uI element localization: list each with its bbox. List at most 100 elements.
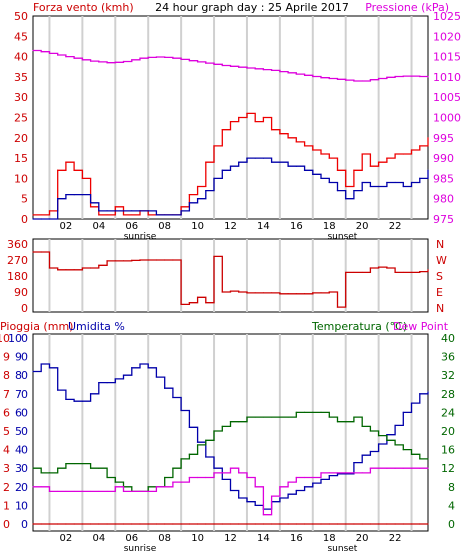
wind-pressure-plot-frame [32, 15, 429, 220]
temperature-point [279, 416, 281, 418]
wind-speed-point [188, 194, 190, 196]
wind-speed-point [238, 116, 240, 119]
pressure-point [303, 74, 306, 76]
graph-title: 24 hour graph day : 25 Aprile 2017 [155, 1, 349, 14]
wind-axis-title: Forza vento (kmh) [33, 1, 134, 14]
wind-direction-point [361, 271, 363, 274]
rain-point [378, 523, 380, 525]
x-tick-label: 18 [323, 221, 336, 232]
wind-direction-point [131, 259, 133, 261]
wind-average-point [410, 181, 413, 184]
y-tick-label: 990 [433, 152, 454, 165]
humidity-point [320, 478, 322, 480]
x-tick-label: 02 [60, 533, 73, 544]
pressure-point [65, 56, 67, 58]
temperature-point [73, 462, 75, 465]
humidity-line [33, 363, 429, 510]
wind-direction-point [48, 267, 51, 269]
pressure-point [196, 61, 199, 63]
wind-average-point [32, 218, 34, 220]
wind-speed-point [221, 129, 223, 131]
wind-speed-point [196, 185, 199, 188]
rain-point [246, 523, 248, 525]
pressure-point [164, 56, 166, 59]
dewpoint-point [122, 490, 125, 493]
wind-speed-point [369, 165, 371, 167]
rain-point [131, 523, 133, 525]
humidity-point [328, 475, 330, 477]
dewpoint-point [164, 486, 166, 488]
dewpoint-axis-title: Dew Point [393, 320, 449, 333]
temperature-point [361, 425, 363, 427]
dewpoint-point [180, 481, 182, 483]
wind-direction-point [394, 271, 396, 274]
humidity-axis-title: Umidita % [68, 320, 125, 333]
temperature-point [295, 411, 297, 413]
humidity-point [98, 382, 100, 384]
wind-direction-point [279, 293, 281, 295]
pressure-point [131, 59, 133, 61]
pressure-point [378, 77, 380, 80]
wind-direction-point [254, 292, 256, 294]
y-tick-label: 25 [14, 112, 28, 125]
pressure-point [262, 68, 265, 71]
dewpoint-point [378, 467, 380, 469]
wind-average-point [81, 194, 83, 196]
y-tick-label: 0 [21, 388, 28, 401]
rain-point [320, 523, 322, 525]
pressure-point [213, 63, 215, 65]
wind-direction-point [353, 271, 355, 274]
wind-direction-point [164, 259, 166, 261]
wind-average-point [139, 210, 141, 212]
wind-average-point [402, 185, 404, 188]
humidity-tick-tens: 7 [15, 388, 22, 401]
temperature-point [114, 481, 116, 483]
pressure-point [328, 77, 330, 80]
wind-speed-point [279, 133, 281, 135]
rain-point [271, 523, 273, 525]
temperature-point [410, 453, 413, 455]
dewpoint-point [410, 467, 413, 469]
rain-point [427, 523, 429, 525]
wind-direction-point [410, 271, 413, 274]
rain-point [48, 523, 51, 525]
pressure-point [320, 77, 322, 79]
humidity-point [238, 497, 240, 499]
wind-speed-point [32, 214, 34, 216]
y-tick-label: 16 [441, 444, 455, 457]
rain-point [361, 523, 363, 525]
y-tick-label: 40 [14, 51, 28, 64]
temperature-point [57, 467, 59, 469]
temperature-point [419, 458, 421, 460]
pressure-point [106, 62, 108, 64]
pressure-point [229, 65, 232, 67]
x-tick-label: 10 [191, 221, 204, 232]
rain-point [164, 523, 166, 525]
y-tick-label: 4 [448, 499, 455, 512]
wind-direction-point [57, 269, 59, 271]
wind-average-point [90, 202, 92, 204]
dewpoint-point [345, 472, 347, 474]
y-tick-label: 0 [21, 425, 28, 438]
pressure-point [345, 79, 347, 81]
y-tick-label: 6 [3, 406, 10, 419]
y-tick-label: 0 [21, 518, 28, 531]
wind-direction-point [40, 251, 42, 253]
y-tick-label: S [436, 270, 443, 283]
rain-point [205, 523, 207, 525]
temperature-point [378, 435, 380, 437]
wind-average-point [229, 165, 232, 167]
humidity-point [172, 396, 174, 399]
wind-direction-point [378, 266, 380, 268]
pressure-point [205, 62, 207, 64]
y-tick-label: 15 [14, 152, 28, 165]
y-tick-label: 0 [21, 302, 28, 315]
wind-direction-point [155, 259, 158, 261]
humidity-point [81, 400, 83, 402]
dewpoint-point [32, 486, 34, 488]
wind-speed-point [419, 145, 421, 147]
rain-point [262, 523, 265, 525]
pressure-point [73, 57, 75, 59]
wind-average-point [180, 210, 182, 212]
